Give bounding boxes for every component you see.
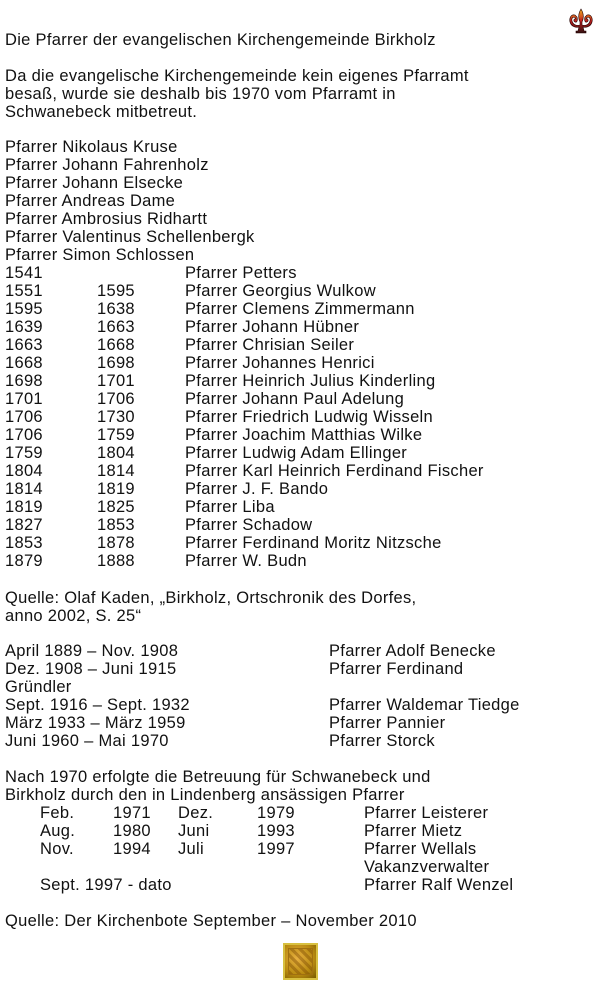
pastor-name: Pfarrer Waldemar Tiedge: [329, 696, 520, 714]
ornament-tile-icon: [283, 943, 318, 980]
year-from: 1663: [5, 336, 43, 354]
pastor-name: Pfarrer Mietz: [364, 822, 463, 840]
pastor-name: Pfarrer Clemens Zimmermann: [185, 300, 415, 318]
year-from: 1551: [5, 282, 43, 300]
year-from: 1701: [5, 390, 43, 408]
year-from: 1879: [5, 552, 43, 570]
year-to: 1997: [257, 840, 295, 858]
fleur-de-lis-icon: [569, 8, 593, 34]
pastor-name: Pfarrer J. F. Bando: [185, 480, 329, 498]
pastor-name: Vakanzverwalter: [364, 858, 490, 876]
year-to: 1759: [97, 426, 135, 444]
tenure-period: März 1933 – März 1959: [5, 714, 186, 732]
year-to: 1979: [257, 804, 295, 822]
pastor-name: Pfarrer Storck: [329, 732, 435, 750]
paragraph-line: Birkholz durch den in Lindenberg ansässi…: [5, 786, 405, 804]
tenure-period: Gründler: [5, 678, 72, 696]
year-from: 1541: [5, 264, 43, 282]
tenure-period: Juni 1960 – Mai 1970: [5, 732, 169, 750]
year-to: 1814: [97, 462, 135, 480]
year-to: 1825: [97, 498, 135, 516]
source-citation: Quelle: Der Kirchenbote September – Nove…: [5, 912, 417, 930]
year-from: 1814: [5, 480, 43, 498]
month-from: Feb.: [40, 804, 75, 822]
pastor-name: Pfarrer Georgius Wulkow: [185, 282, 376, 300]
pastor-name: Pfarrer Simon Schlossen: [5, 246, 195, 264]
pastor-name: Pfarrer W. Budn: [185, 552, 307, 570]
year-to: 1668: [97, 336, 135, 354]
year-from: 1804: [5, 462, 43, 480]
year-from: 1668: [5, 354, 43, 372]
year-to: 1819: [97, 480, 135, 498]
year-to: 1663: [97, 318, 135, 336]
year-to: 1993: [257, 822, 295, 840]
paragraph-line: Nach 1970 erfolgte die Betreuung für Sch…: [5, 768, 431, 786]
pastor-name: Pfarrer Wellals: [364, 840, 477, 858]
pastor-name: Pfarrer Andreas Dame: [5, 192, 176, 210]
year-from: 1759: [5, 444, 43, 462]
tenure-period: April 1889 – Nov. 1908: [5, 642, 179, 660]
intro-line: besaß, wurde sie deshalb bis 1970 vom Pf…: [5, 85, 396, 103]
intro-line: Schwanebeck mitbetreut.: [5, 103, 198, 121]
pastor-name: Pfarrer Johann Elsecke: [5, 174, 184, 192]
month-to: Dez.: [178, 804, 214, 822]
year-to: 1595: [97, 282, 135, 300]
year-to: 1878: [97, 534, 135, 552]
pastor-name: Pfarrer Johann Hübner: [185, 318, 360, 336]
tenure-period: Sept. 1916 – Sept. 1932: [5, 696, 190, 714]
year-from: 1706: [5, 426, 43, 444]
pastor-name: Pfarrer Heinrich Julius Kinderling: [185, 372, 436, 390]
pastor-name: Pfarrer Leisterer: [364, 804, 489, 822]
pastor-name: Pfarrer Johannes Henrici: [185, 354, 375, 372]
pastor-name: Pfarrer Ambrosius Ridhartt: [5, 210, 208, 228]
pastor-name: Pfarrer Ralf Wenzel: [364, 876, 514, 894]
month-from: Nov.: [40, 840, 74, 858]
year-from: 1853: [5, 534, 43, 552]
year-to: 1701: [97, 372, 135, 390]
month-to: Juli: [178, 840, 204, 858]
pastor-name: Pfarrer Petters: [185, 264, 297, 282]
source-citation: anno 2002, S. 25“: [5, 607, 142, 625]
year-from: 1595: [5, 300, 43, 318]
pastor-name: Pfarrer Ferdinand Moritz Nitzsche: [185, 534, 442, 552]
pastor-name: Pfarrer Schadow: [185, 516, 313, 534]
year-from: 1980: [113, 822, 151, 840]
month-from: Aug.: [40, 822, 76, 840]
year-from: 1639: [5, 318, 43, 336]
year-from: 1819: [5, 498, 43, 516]
year-to: 1853: [97, 516, 135, 534]
year-from: 1706: [5, 408, 43, 426]
pastor-name: Pfarrer Adolf Benecke: [329, 642, 496, 660]
pastor-name: Pfarrer Karl Heinrich Ferdinand Fischer: [185, 462, 484, 480]
month-from: Sept. 1997 - dato: [40, 876, 172, 894]
tenure-period: Dez. 1908 – Juni 1915: [5, 660, 177, 678]
year-from: 1971: [113, 804, 151, 822]
pastor-name: Pfarrer Joachim Matthias Wilke: [185, 426, 423, 444]
year-from: 1994: [113, 840, 151, 858]
pastor-name: Pfarrer Liba: [185, 498, 275, 516]
intro-line: Da die evangelische Kirchengemeinde kein…: [5, 67, 469, 85]
pastor-name: Pfarrer Nikolaus Kruse: [5, 138, 178, 156]
year-from: 1827: [5, 516, 43, 534]
year-to: 1888: [97, 552, 135, 570]
pastor-name: Pfarrer Pannier: [329, 714, 446, 732]
year-to: 1730: [97, 408, 135, 426]
pastor-name: Pfarrer Ludwig Adam Ellinger: [185, 444, 408, 462]
month-to: Juni: [178, 822, 210, 840]
pastor-name: Pfarrer Friedrich Ludwig Wisseln: [185, 408, 434, 426]
pastor-name: Pfarrer Chrisian Seiler: [185, 336, 355, 354]
year-to: 1638: [97, 300, 135, 318]
year-to: 1804: [97, 444, 135, 462]
page-title: Die Pfarrer der evangelischen Kirchengem…: [5, 31, 436, 49]
year-to: 1706: [97, 390, 135, 408]
source-citation: Quelle: Olaf Kaden, „Birkholz, Ortschron…: [5, 589, 417, 607]
year-from: 1698: [5, 372, 43, 390]
pastor-name: Pfarrer Valentinus Schellenbergk: [5, 228, 255, 246]
pastor-name: Pfarrer Ferdinand: [329, 660, 464, 678]
pastor-name: Pfarrer Johann Fahrenholz: [5, 156, 209, 174]
pastor-name: Pfarrer Johann Paul Adelung: [185, 390, 405, 408]
year-to: 1698: [97, 354, 135, 372]
